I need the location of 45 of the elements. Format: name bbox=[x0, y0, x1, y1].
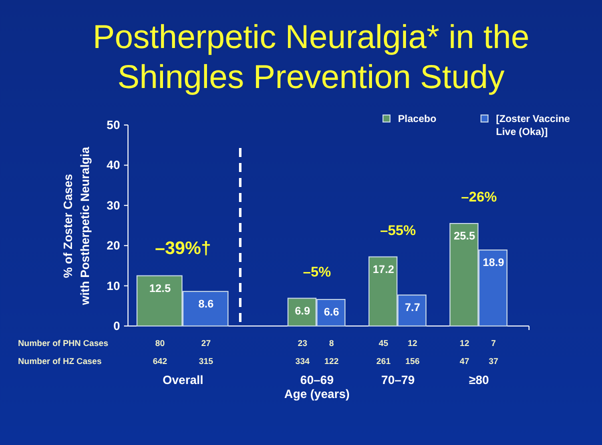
text: 642 bbox=[152, 356, 168, 366]
text: 37 bbox=[488, 356, 498, 366]
y-axis-title: % of Zoster Cases with Postherpetic Neuralgia bbox=[61, 146, 92, 306]
data-label: 18.9 bbox=[482, 257, 504, 270]
data-label: 8.6 bbox=[198, 298, 214, 310]
text: Number of HZ Cases bbox=[18, 356, 102, 366]
text: 8 bbox=[329, 338, 334, 348]
x-tick-label: 60–69 bbox=[300, 373, 334, 387]
text: 156 bbox=[405, 356, 420, 366]
text: 12 bbox=[408, 338, 418, 348]
data-label: 17.2 bbox=[372, 264, 394, 276]
annotation: –55% bbox=[380, 222, 416, 238]
legend-label: [Zoster Vaccine Live (Oka)] bbox=[496, 114, 570, 138]
chart-title: Postherpetic Neuralgia* in the Shingles Prevention Study bbox=[92, 18, 530, 95]
text: 315 bbox=[198, 356, 214, 366]
text: 122 bbox=[324, 356, 339, 366]
text: 12 bbox=[460, 338, 470, 348]
x-axis-title: Age (years) bbox=[284, 387, 350, 401]
annotation: –26% bbox=[461, 188, 498, 204]
y-tick-label: 20 bbox=[106, 238, 120, 253]
y-tick-label: 10 bbox=[106, 278, 120, 293]
y-tick-label: 40 bbox=[106, 158, 120, 172]
annotation: –5% bbox=[302, 263, 332, 280]
text: 45 bbox=[378, 338, 388, 348]
text: 7 bbox=[491, 338, 496, 348]
text: 27 bbox=[201, 338, 211, 348]
y-tick-label: 30 bbox=[106, 198, 120, 212]
text: 80 bbox=[155, 338, 165, 348]
data-label: 12.5 bbox=[149, 282, 171, 295]
text: 47 bbox=[460, 356, 470, 366]
data-label: 6.9 bbox=[294, 305, 310, 318]
data-label: 25.5 bbox=[454, 230, 476, 242]
text: 261 bbox=[376, 356, 391, 366]
y-tick-label: 0 bbox=[113, 319, 120, 333]
x-tick-label: 70–79 bbox=[381, 373, 415, 387]
data-label: 6.6 bbox=[324, 306, 340, 318]
annotation: –39%† bbox=[154, 238, 212, 258]
x-tick-label: Overall bbox=[162, 373, 204, 387]
legend-label: Placebo bbox=[398, 114, 436, 125]
data-label: 7.7 bbox=[404, 302, 420, 314]
text: 23 bbox=[298, 338, 308, 348]
y-tick-label: 50 bbox=[106, 118, 120, 132]
x-tick-label: ≥80 bbox=[469, 373, 490, 387]
text: 334 bbox=[295, 356, 310, 366]
text: Number of PHN Cases bbox=[18, 338, 108, 348]
